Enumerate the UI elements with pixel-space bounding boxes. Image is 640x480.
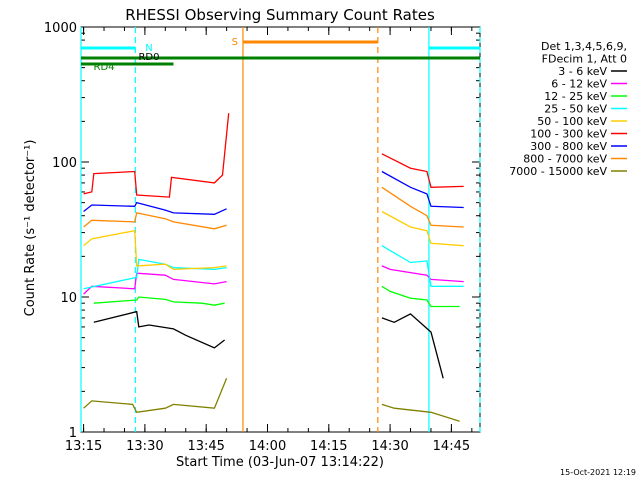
legend-label: 50 - 100 keV <box>537 115 607 128</box>
series-line <box>381 265 464 283</box>
legend-label: 25 - 50 keV <box>544 103 607 116</box>
legend-label: 7000 - 15000 keV <box>509 165 607 178</box>
flag-label-rd0: RD0 <box>138 52 159 63</box>
series-line <box>381 245 464 287</box>
flag-label-n: N <box>145 43 152 54</box>
flag-label-s: S <box>232 37 238 48</box>
flag-label-rd4: RD4 <box>94 62 115 73</box>
series-line <box>381 313 444 379</box>
x-tick-label: 14:00 <box>249 439 286 454</box>
x-tick-label: 14:15 <box>310 439 347 454</box>
series-line <box>381 210 464 247</box>
x-axis-label: Start Time (03-Jun-07 13:14:22) <box>176 455 384 470</box>
y-tick-label: 1 <box>69 426 77 441</box>
series-line <box>381 403 460 422</box>
legend-label: 800 - 7000 keV <box>523 153 607 166</box>
legend-label: 3 - 6 keV <box>558 65 607 78</box>
series-line <box>83 212 227 230</box>
x-tick-label: 13:45 <box>187 439 224 454</box>
legend-label: 6 - 12 keV <box>551 78 607 91</box>
legend-header: Det 1,3,4,5,6,9, <box>541 40 627 53</box>
legend-header: FDecim 1, Att 0 <box>542 53 627 66</box>
series-line <box>83 201 227 215</box>
legend-label: 300 - 800 keV <box>530 140 607 153</box>
x-tick-label: 13:30 <box>126 439 163 454</box>
series-line <box>93 296 225 306</box>
y-tick-label: 100 <box>52 156 77 171</box>
legend-label: 12 - 25 keV <box>544 90 607 103</box>
series-line <box>381 186 464 228</box>
y-tick-label: 10 <box>60 291 77 306</box>
series-line <box>381 170 464 209</box>
series-line <box>83 272 227 295</box>
x-tick-label: 14:45 <box>433 439 470 454</box>
chart-title: RHESSI Observing Summary Count Rates <box>125 6 435 24</box>
y-axis-label: Count Rate (s⁻¹ detector⁻¹) <box>23 140 38 317</box>
legend: Det 1,3,4,5,6,9,FDecim 1, Att 03 - 6 keV… <box>509 40 627 178</box>
y-tick-label: 1000 <box>44 21 77 36</box>
series-line <box>83 378 228 414</box>
series-line <box>93 310 225 349</box>
series-line <box>381 153 464 188</box>
series-line <box>381 285 460 308</box>
timestamp: 15-Oct-2021 12:19 <box>560 468 636 477</box>
series-line <box>83 113 230 198</box>
x-tick-label: 14:30 <box>371 439 408 454</box>
series-line <box>83 229 227 271</box>
plot-area: 1 10 100 1000 13:15 13:30 13:45 14:00 14:15 14:30… <box>44 21 481 454</box>
legend-label: 100 - 300 keV <box>530 128 607 141</box>
x-tick-label: 13:15 <box>65 439 102 454</box>
